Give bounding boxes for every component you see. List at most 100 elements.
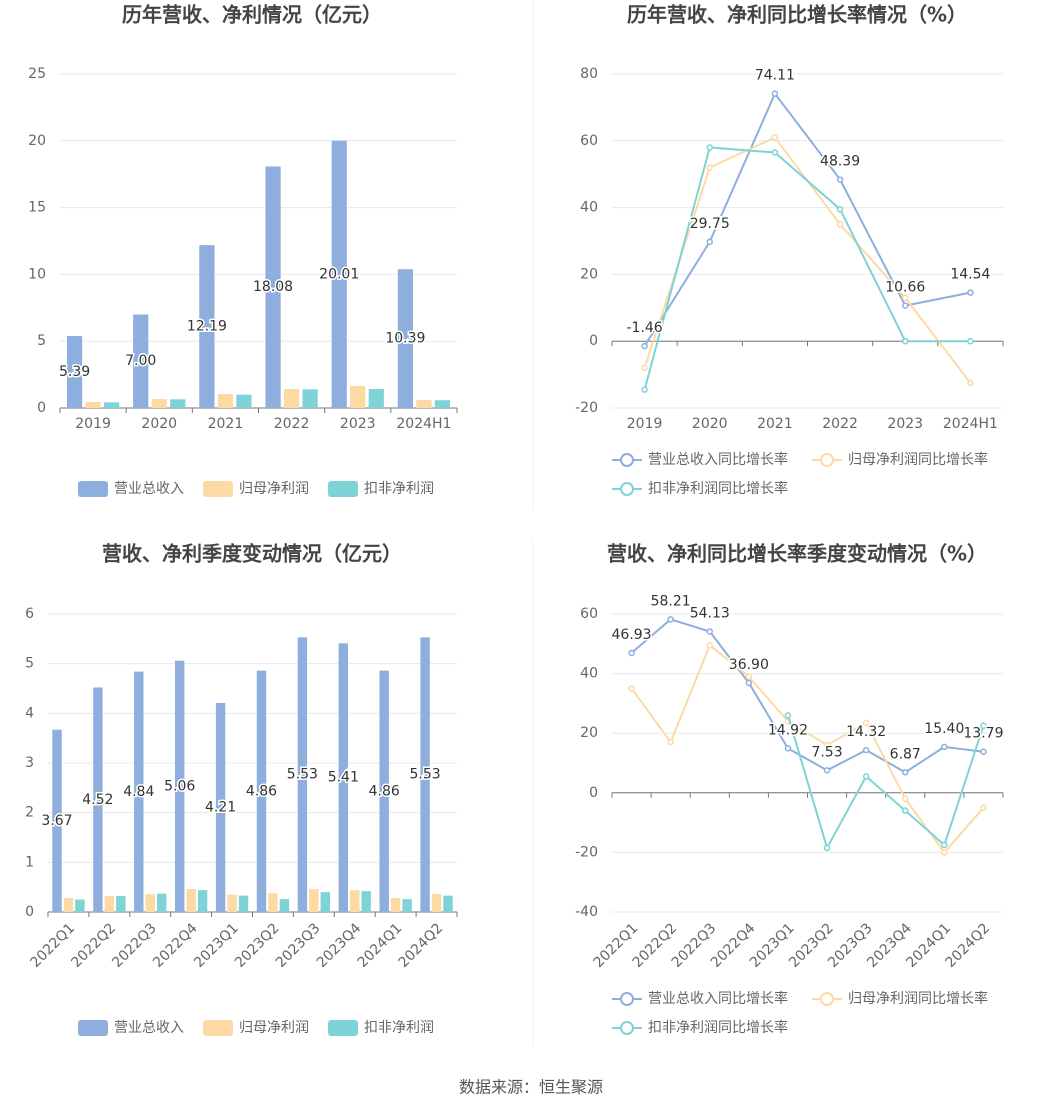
data-label: 10.66 [885,280,925,296]
line [643,91,971,347]
bar [215,702,226,912]
data-label: 36.90 [729,657,769,673]
y-tick-label: 0 [589,333,598,349]
point [980,804,987,811]
x-tick-label: 2022Q4 [150,920,201,971]
point [706,144,713,151]
y-tick-label: 60 [580,606,598,622]
bar [268,893,278,912]
x-tick-label: 2024Q2 [396,920,447,971]
y-tick-label: 0 [589,785,598,801]
data-label: 5.41 [328,770,359,786]
legend-label: 营业总收入 [114,1020,184,1036]
y-tick-label: 0 [37,400,46,416]
bar [361,891,371,912]
bar [431,894,442,912]
point [771,134,779,141]
bar [93,687,103,912]
bar [297,637,308,912]
point [836,206,844,213]
legend-label: 营业总收入同比增长率 [648,990,788,1007]
data-label: 48.39 [820,154,860,170]
point [836,176,844,183]
data-label: 7.00 [125,353,156,369]
data-label: 29.75 [690,216,730,232]
bar [199,245,215,408]
bar [309,889,319,912]
data-label: 54.13 [690,605,730,621]
legend-label: 扣非净利润同比增长率 [648,1019,788,1036]
bar [443,895,453,912]
point [862,746,870,754]
x-tick-label: 2019 [627,416,663,432]
y-tick-label: -40 [575,904,598,920]
x-tick-label: 2024Q1 [355,920,406,971]
data-label: 4.84 [123,784,154,800]
data-label: 15.40 [924,721,964,737]
point [628,685,635,692]
point [902,795,909,803]
bar [379,670,389,912]
x-tick-label: 2020 [141,416,177,432]
point [902,769,909,776]
legend-swatch [328,481,358,497]
x-tick-label: 2024H1 [396,416,451,432]
point [862,719,870,727]
data-label: 18.08 [253,279,293,295]
bar [236,394,252,408]
data-label: 5.53 [410,767,441,783]
point [902,294,909,302]
data-label: 12.19 [187,319,227,335]
x-tick-label: 2023Q4 [314,920,365,971]
point [941,841,948,849]
x-tick-label: 2024H1 [943,416,998,432]
point [941,849,948,856]
line [630,643,985,855]
data-label: 14.92 [768,722,808,738]
y-tick-label: 25 [28,66,46,82]
bar [174,660,185,912]
bar [156,893,167,912]
data-label: 7.53 [811,744,842,760]
y-tick-label: 20 [580,266,598,282]
x-tick-label: 2022Q1 [28,920,79,971]
x-tick-label: 2023 [340,416,376,432]
bar [320,892,331,912]
bar [151,399,167,408]
data-label: 20.01 [319,266,359,282]
legend-swatch [620,453,634,467]
point [667,738,674,746]
y-tick-label: 40 [580,666,598,682]
bar [197,890,208,912]
point [706,642,713,649]
point [836,221,844,228]
y-tick-label: 10 [28,266,46,282]
point [980,748,987,755]
bar [279,899,290,912]
point [784,745,792,752]
y-tick-label: -20 [575,400,598,416]
y-tick-label: 20 [580,725,598,741]
point [667,616,674,623]
bar [238,895,249,912]
data-label: -1.46 [626,320,662,336]
point [784,712,792,719]
point [745,673,753,680]
bar [63,898,74,912]
point [771,90,779,97]
legend-label: 扣非净利润同比增长率 [648,480,788,497]
legend-label: 扣非净利润 [364,481,434,497]
bar [390,898,401,912]
x-tick-label: 2022Q3 [109,920,160,971]
y-tick-label: 4 [25,705,34,721]
bar [416,399,432,408]
y-tick-label: 40 [580,200,598,216]
data-label: 6.87 [890,746,921,762]
point [823,741,831,749]
x-tick-label: 2021 [757,416,793,432]
bar [420,637,430,912]
y-tick-label: 0 [25,904,34,920]
x-tick-label: 2022 [274,416,310,432]
chart-title: 历年营收、净利情况（亿元） [122,3,382,27]
bar [134,671,144,912]
